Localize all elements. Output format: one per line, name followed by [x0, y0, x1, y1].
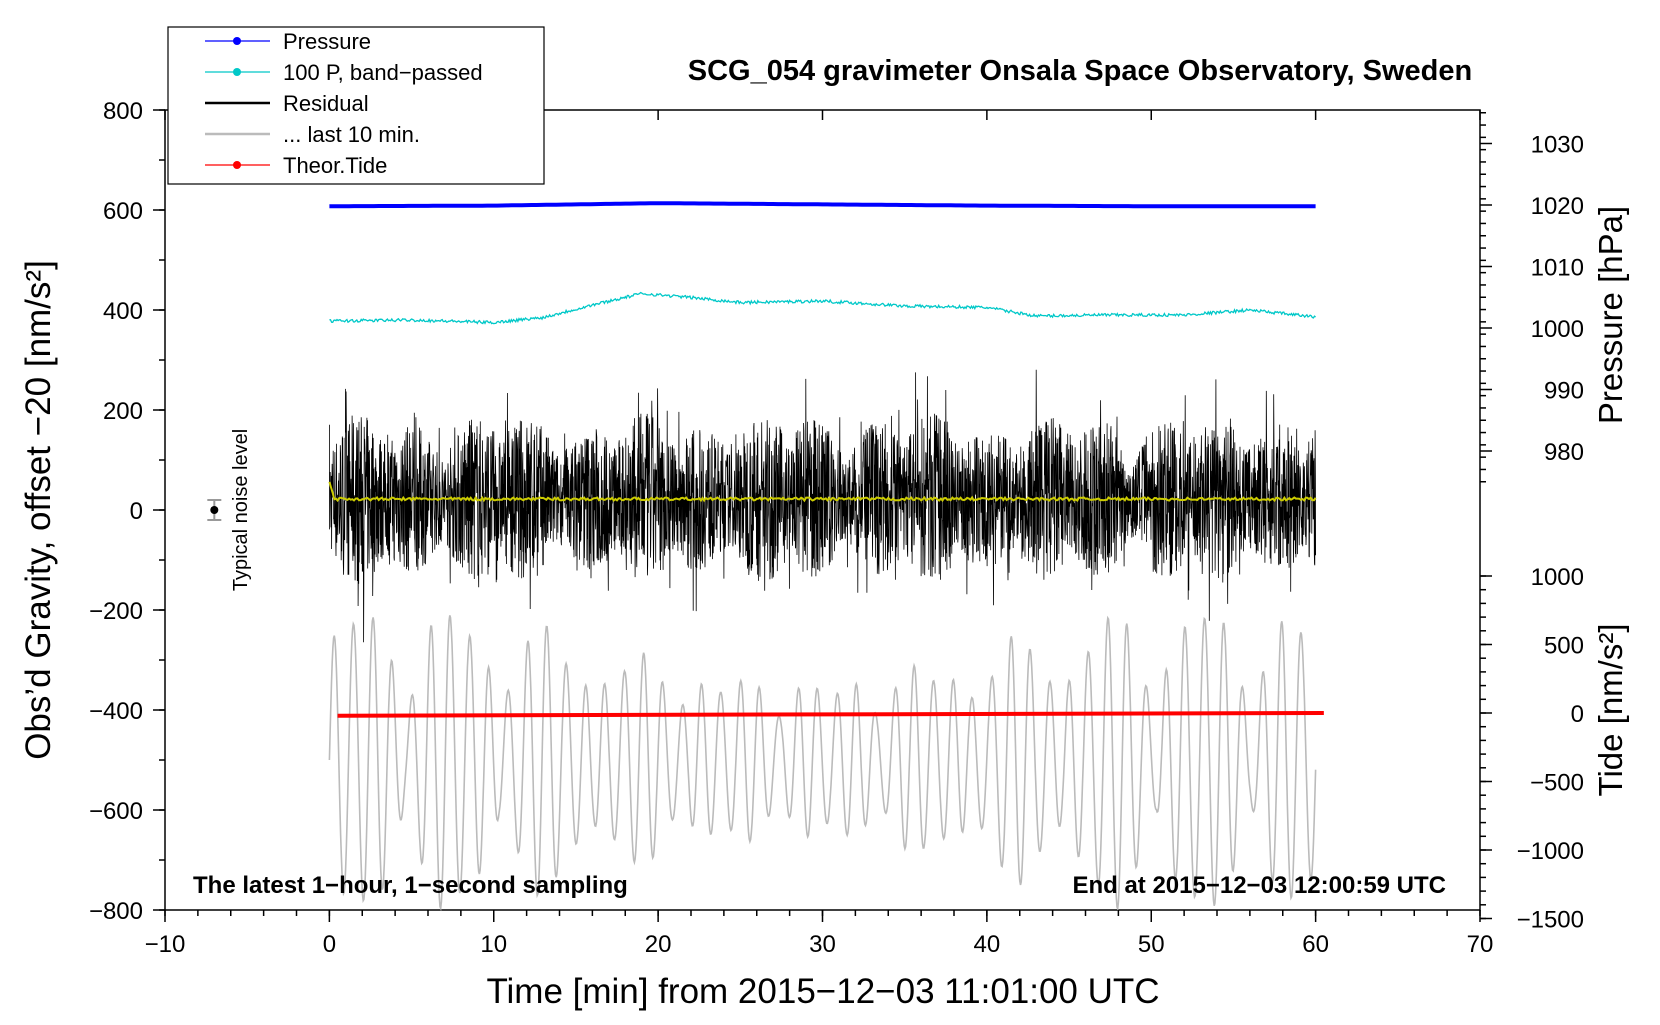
- data-layer: [207, 201, 1324, 912]
- y-axis-label-tide: Tide [nm/s²]: [1592, 624, 1629, 797]
- pressure-tick-label: 1010: [1531, 255, 1584, 282]
- pressure-tick-label: 1030: [1531, 132, 1584, 159]
- end-time-note: End at 2015−12−03 12:00:59 UTC: [1072, 872, 1446, 899]
- chart-title: SCG_054 gravimeter Onsala Space Observat…: [688, 55, 1472, 87]
- legend-entry: 100 P, band−passed: [205, 60, 483, 85]
- y-tick-label: 600: [103, 198, 143, 225]
- y-tick-label: −400: [89, 698, 143, 725]
- y-axis-label-gravity: Obs’d Gravity, offset −20 [nm/s²]: [19, 260, 58, 760]
- legend-marker: [233, 68, 241, 76]
- tide-tick-label: 1000: [1531, 564, 1584, 591]
- series-residual-line: [329, 369, 1316, 643]
- tide-tick-label: −500: [1530, 770, 1584, 797]
- legend-entry: ... last 10 min.: [205, 122, 420, 147]
- legend-marker: [233, 37, 241, 45]
- noise-level-label: Typical noise level: [230, 429, 252, 591]
- legend-label: 100 P, band−passed: [283, 60, 483, 85]
- series-last-10-min-line: [328, 615, 1317, 912]
- legend-entry: Residual: [205, 91, 369, 116]
- legend-label: Residual: [283, 91, 369, 116]
- y-tick-label: 200: [103, 398, 143, 425]
- pressure-tick-label: 990: [1544, 378, 1584, 405]
- series-pressure-bandpassed-line: [329, 291, 1316, 325]
- y-tick-label: 400: [103, 298, 143, 325]
- noise-marker-point: [210, 506, 219, 514]
- tide-tick-label: 0: [1571, 701, 1584, 728]
- pressure-tick-label: 1020: [1531, 193, 1584, 220]
- x-tick-label: 50: [1138, 931, 1165, 958]
- axes-layer: −10 0 10 20 30 40 50 60 70−800−600−400−200020040…: [89, 98, 1584, 958]
- legend-label: Theor.Tide: [283, 153, 387, 178]
- x-tick-label: 70: [1467, 931, 1494, 958]
- y-tick-label: 0: [130, 498, 143, 525]
- y-tick-label: −600: [89, 798, 143, 825]
- legend-label: Pressure: [283, 29, 371, 54]
- x-tick-label: −10: [145, 931, 186, 958]
- tide-tick-label: −1000: [1517, 838, 1584, 865]
- y-tick-label: 800: [103, 98, 143, 125]
- legend-entry: Pressure: [205, 29, 371, 54]
- series-residual-smoothed-line: [328, 481, 1317, 503]
- x-tick-label: 30: [809, 931, 836, 958]
- pressure-tick-label: 980: [1544, 439, 1584, 466]
- legend: Pressure 100 P, band−passed Residual ... la…: [167, 26, 545, 185]
- x-tick-label: 10: [480, 931, 507, 958]
- y-axis-label-pressure: Pressure [hPa]: [1592, 206, 1629, 424]
- legend-box: [167, 26, 545, 185]
- legend-entry: Theor.Tide: [205, 153, 387, 178]
- legend-label: ... last 10 min.: [283, 122, 420, 147]
- x-tick-label: 40: [974, 931, 1001, 958]
- x-tick-label: 20: [645, 931, 672, 958]
- legend-marker: [233, 161, 241, 169]
- y-tick-label: −800: [89, 898, 143, 925]
- pressure-tick-label: 1000: [1531, 316, 1584, 343]
- x-tick-label: 0: [323, 931, 336, 958]
- x-tick-label: 60: [1302, 931, 1329, 958]
- series-pressure-line: [329, 201, 1316, 209]
- sampling-note: The latest 1−hour, 1−second sampling: [193, 872, 628, 899]
- series-theor-tide-line: [337, 711, 1324, 718]
- y-tick-label: −200: [89, 598, 143, 625]
- x-axis-label: Time [min] from 2015−12−03 11:01:00 UTC: [486, 972, 1159, 1011]
- tide-tick-label: 500: [1544, 633, 1584, 660]
- tide-tick-label: −1500: [1517, 907, 1584, 934]
